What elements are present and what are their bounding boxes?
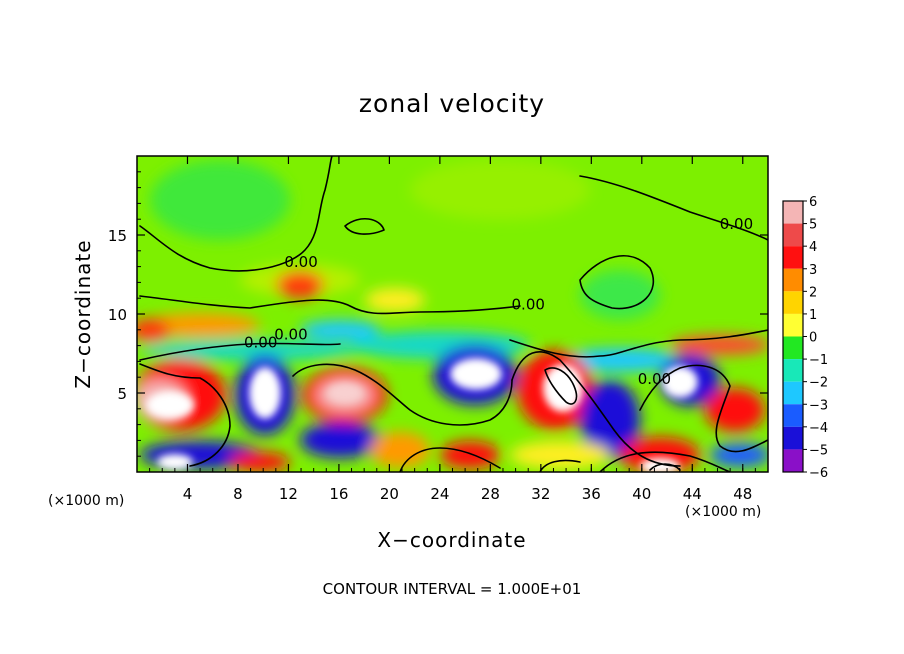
- colorbar-band: [783, 381, 803, 405]
- colorbar-band: [783, 426, 803, 450]
- colorbar-tick-label: 5: [809, 218, 817, 233]
- y-tick-label: 5: [117, 385, 127, 403]
- x-unit-right: (×1000 m): [685, 504, 761, 520]
- contour-label: 0.00: [244, 334, 277, 352]
- heatmap-field: [137, 156, 768, 472]
- x-axis-label: X−coordinate: [377, 528, 526, 552]
- colorbar-tick-label: −3: [809, 398, 828, 413]
- contour-label: 0.00: [512, 296, 545, 314]
- x-tick-label: 16: [329, 485, 348, 503]
- x-unit-left: (×1000 m): [48, 493, 124, 509]
- colorbar-band: [783, 201, 803, 224]
- colorbar-band: [783, 359, 803, 382]
- contour-label: 0.00: [638, 370, 671, 388]
- colorbar-tick-label: 3: [809, 263, 817, 278]
- colorbar-tick-label: 0: [809, 331, 817, 346]
- colorbar-tick-label: 2: [809, 285, 817, 300]
- colorbar-band: [783, 404, 803, 427]
- y-axis-label: Z−coordinate: [71, 239, 95, 388]
- x-tick-label: 12: [279, 485, 298, 503]
- colorbar-band: [783, 291, 803, 314]
- x-tick-label: 44: [683, 485, 702, 503]
- x-tick-label: 8: [233, 485, 243, 503]
- x-axis: 4 8 12 16 20 24 28 32 36 40 44 48: [136, 156, 769, 503]
- x-tick-label: 20: [380, 485, 399, 503]
- colorbar-band: [783, 246, 803, 269]
- colorbar-tick-label: −2: [809, 376, 828, 391]
- chart-title: zonal velocity: [359, 89, 545, 118]
- contour-label: 0.00: [284, 253, 317, 271]
- contour-interval-text: CONTOUR INTERVAL = 1.000E+01: [323, 580, 582, 598]
- colorbar-tick-label: −1: [809, 353, 828, 368]
- colorbar-band: [783, 449, 803, 472]
- colorbar-tick-label: 4: [809, 240, 817, 255]
- x-tick-label: 4: [183, 485, 193, 503]
- y-tick-label: 10: [108, 306, 127, 324]
- colorbar: 6 5 4 3 2 1 0 −1 −2 −3 −4 −5 −6: [782, 195, 828, 481]
- x-tick-label: 32: [531, 485, 550, 503]
- x-tick-label: 40: [632, 485, 651, 503]
- x-tick-label: 24: [430, 485, 449, 503]
- contour-labels: 0.000.000.000.000.000.00: [244, 215, 753, 388]
- colorbar-tick-label: −5: [809, 443, 828, 458]
- contour-label: 0.00: [720, 215, 753, 233]
- colorbar-tick-label: −4: [809, 421, 828, 436]
- y-tick-label: 15: [108, 227, 127, 245]
- x-tick-label: 36: [582, 485, 601, 503]
- y-axis: 5 10 15: [108, 155, 768, 473]
- x-tick-label: 48: [733, 485, 752, 503]
- colorbar-band: [783, 336, 803, 360]
- colorbar-band: [783, 313, 803, 337]
- x-tick-label: 28: [481, 485, 500, 503]
- colorbar-tick-label: 1: [809, 308, 817, 323]
- contour-label: 0.00: [274, 326, 307, 344]
- colorbar-band: [783, 223, 803, 247]
- colorbar-band: [783, 268, 803, 292]
- colorbar-tick-label: 6: [809, 195, 817, 210]
- zero-contour-lines: [139, 156, 768, 472]
- colorbar-tick-label: −6: [809, 466, 828, 481]
